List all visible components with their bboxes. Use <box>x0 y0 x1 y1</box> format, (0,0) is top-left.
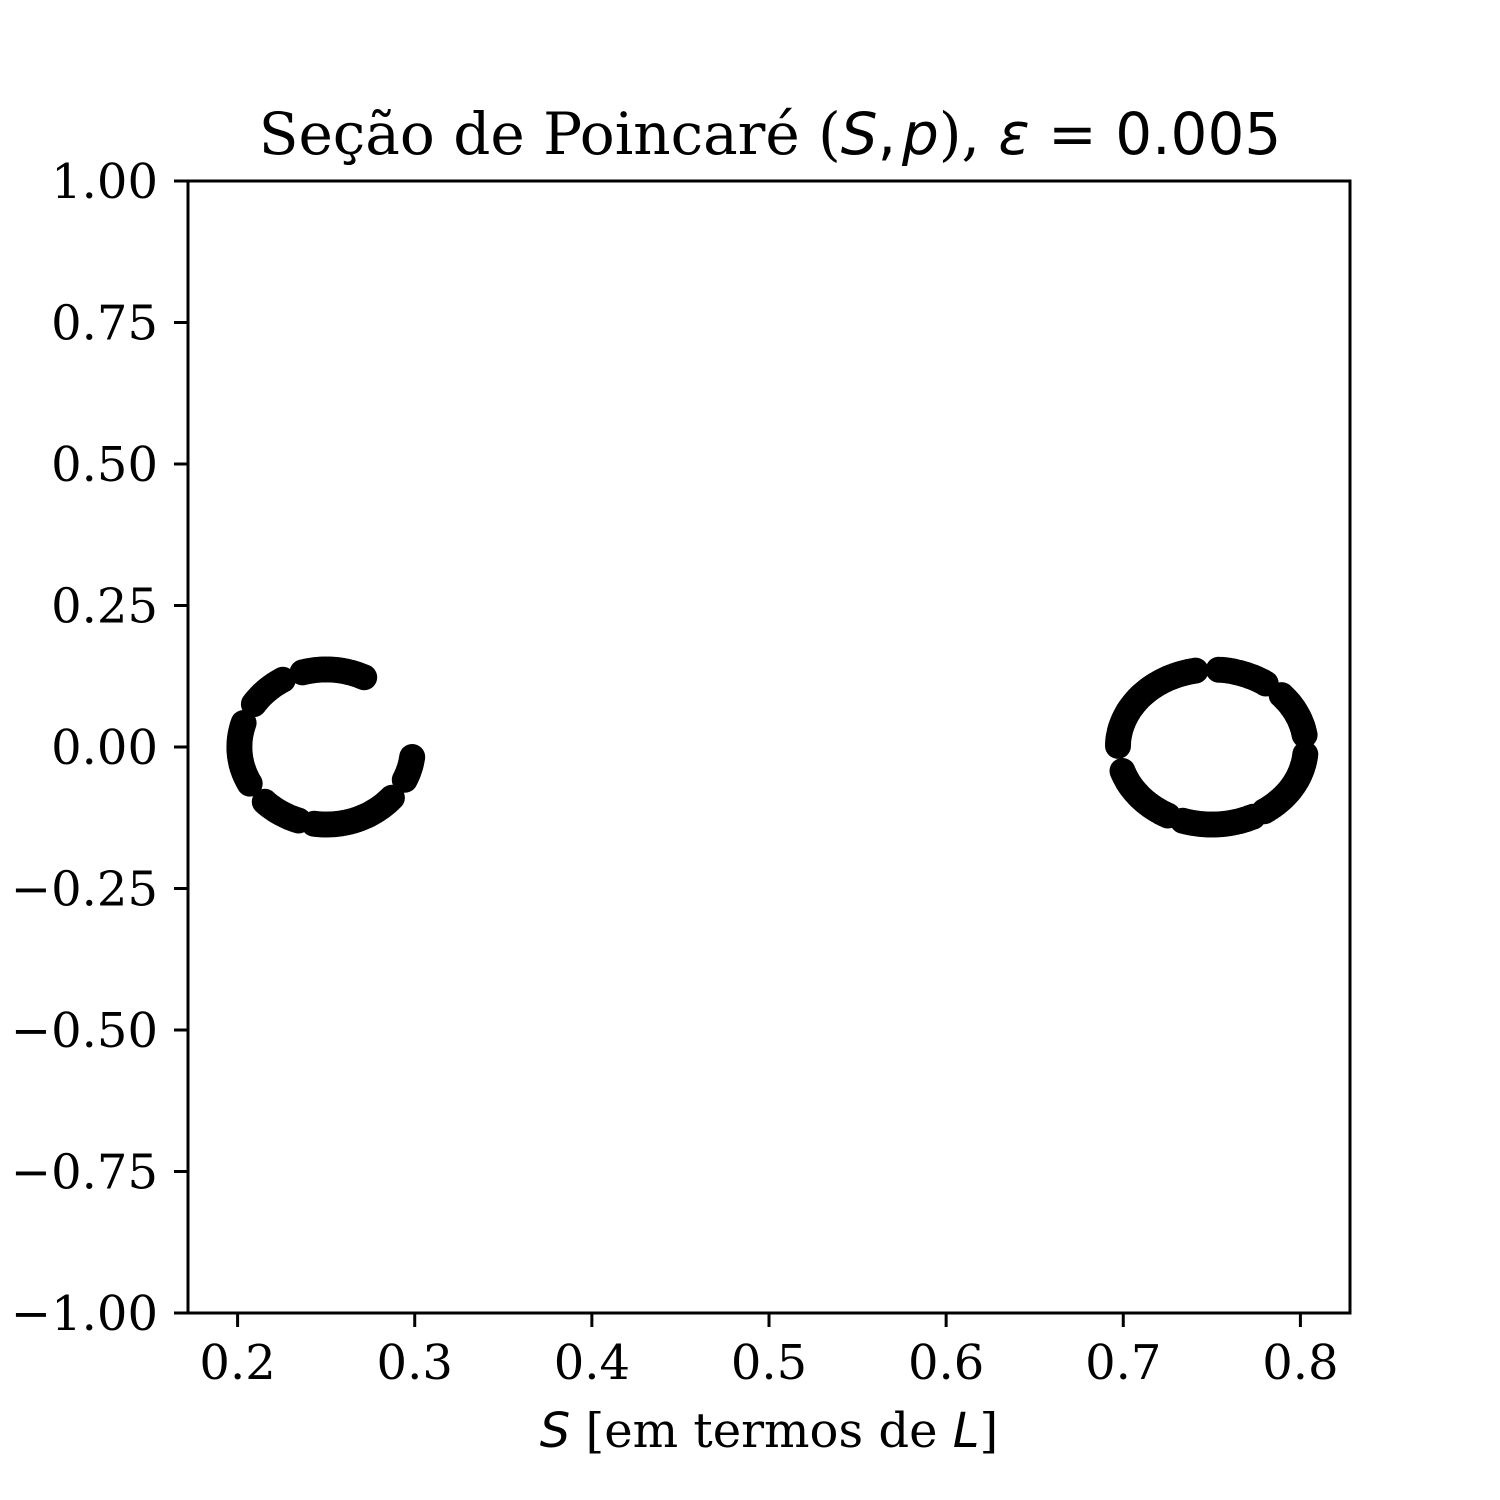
scatter-point-ring-1 <box>289 659 316 686</box>
scatter-point-ring-2 <box>1205 656 1232 683</box>
y-tick-label: −0.50 <box>11 1003 158 1059</box>
y-tick-label: −0.25 <box>11 862 158 918</box>
scatter-point-ring-2 <box>1105 732 1131 759</box>
x-tick-label: 0.6 <box>908 1335 984 1391</box>
x-tick-label: 0.8 <box>1262 1335 1338 1391</box>
scatter-point-ring-1 <box>236 770 263 797</box>
scatter-point-ring-1 <box>399 744 426 770</box>
y-tick-label: 0.00 <box>51 720 158 776</box>
x-tick-label: 0.3 <box>377 1335 453 1391</box>
y-axis: 1.00 0.75 0.50 0.25 0.00 −0.25 −0.50 −0.75 −1.00 <box>11 154 188 1342</box>
y-tick-label: 1.00 <box>51 154 158 210</box>
scatter-points <box>226 656 1319 838</box>
x-tick-label: 0.4 <box>554 1335 630 1391</box>
y-tick-label: 0.50 <box>51 437 158 493</box>
plot-frame <box>186 179 1352 1315</box>
y-tick-label: −0.75 <box>11 1145 158 1201</box>
x-tick-label: 0.7 <box>1085 1335 1161 1391</box>
x-tick-label: 0.2 <box>199 1335 275 1391</box>
chart-title: Seção de Poincaré (S, p), ε = 0.005 <box>259 100 1282 168</box>
y-tick-label: 0.75 <box>51 296 158 352</box>
x-axis-label: S [em termos de L] <box>540 1403 998 1459</box>
y-tick-label: 0.25 <box>51 579 158 635</box>
scatter-point-ring-1 <box>378 784 405 811</box>
x-tick-label: 0.5 <box>731 1335 807 1391</box>
y-tick-label: −1.00 <box>11 1286 158 1342</box>
x-axis: 0.2 0.3 0.4 0.5 0.6 0.7 0.8 <box>199 1313 1339 1391</box>
scatter-point-ring-2 <box>1292 741 1319 768</box>
